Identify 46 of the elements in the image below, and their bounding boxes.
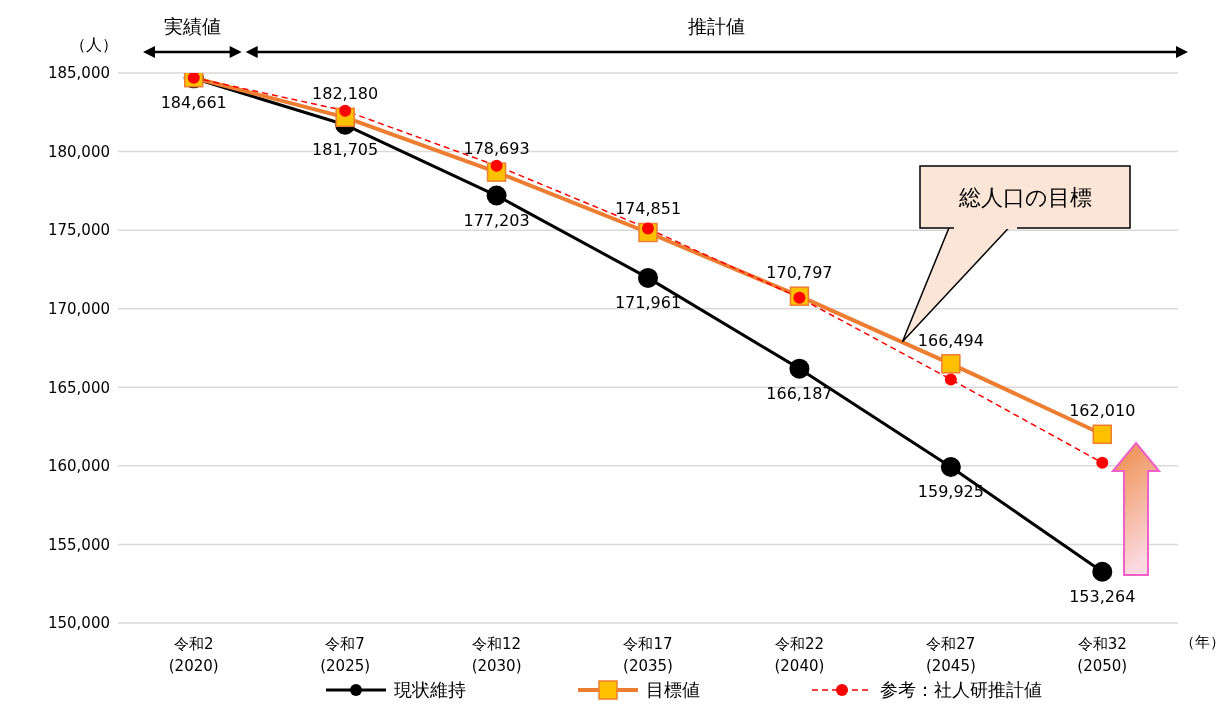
data-label: 184,661 (160, 93, 227, 113)
legend-label: 参考：社人研推計値 (880, 678, 1042, 702)
point (1092, 424, 1113, 445)
data-label: 171,961 (614, 292, 682, 312)
annotation: 総人口の目標 (957, 185, 1092, 210)
y-tick-label: 180,000 (47, 142, 110, 161)
point (941, 354, 961, 374)
y-axis-title: （人） (70, 35, 118, 56)
data-label: 182,180 (312, 84, 379, 104)
data-label: 159,925 (917, 482, 984, 502)
point (789, 358, 810, 379)
y-tick-label: 160,000 (47, 457, 110, 476)
point (486, 185, 507, 206)
y-tick-label: 155,000 (47, 535, 110, 554)
legend-label: 現状維持 (394, 678, 466, 702)
x-tick-label: 令和22 (2040) (774, 635, 825, 675)
x-tick-label: 令和27 (2045) (925, 635, 976, 675)
data-label: 170,797 (766, 263, 833, 283)
y-tick-label: 185,000 (47, 64, 110, 83)
y-tick-label: 175,000 (47, 221, 110, 240)
data-label: 178,693 (463, 139, 530, 159)
y-tick-label: 165,000 (47, 378, 110, 397)
x-tick-label: 令和7 (2025) (320, 635, 371, 675)
data-label: 181,705 (312, 139, 379, 159)
legend-label: 目標値 (646, 678, 700, 702)
text: 実績値 (162, 14, 222, 39)
point (940, 457, 961, 478)
data-label: 153,264 (1069, 586, 1136, 606)
x-tick-label: 令和12 (2030) (471, 635, 522, 675)
data-label: 166,494 (917, 330, 984, 350)
point (638, 267, 658, 288)
data-label: 174,851 (614, 199, 682, 219)
data-label: 166,187 (766, 383, 833, 403)
point (1092, 561, 1113, 582)
point (944, 373, 957, 386)
data-label: 177,203 (463, 210, 530, 230)
point (339, 104, 352, 117)
point (1096, 456, 1109, 469)
text: 推計値 (687, 14, 747, 39)
y-tick-label: 150,000 (47, 614, 110, 633)
x-tick-label: 令和17 (2035) (623, 635, 673, 675)
data-label: 162,010 (1069, 401, 1136, 421)
x-axis-title: （年） (1180, 633, 1218, 652)
y-tick-label: 170,000 (47, 300, 110, 319)
x-tick-label: 令和2 (2020) (168, 635, 219, 675)
x-tick-label: 令和32 (2050) (1077, 635, 1128, 675)
